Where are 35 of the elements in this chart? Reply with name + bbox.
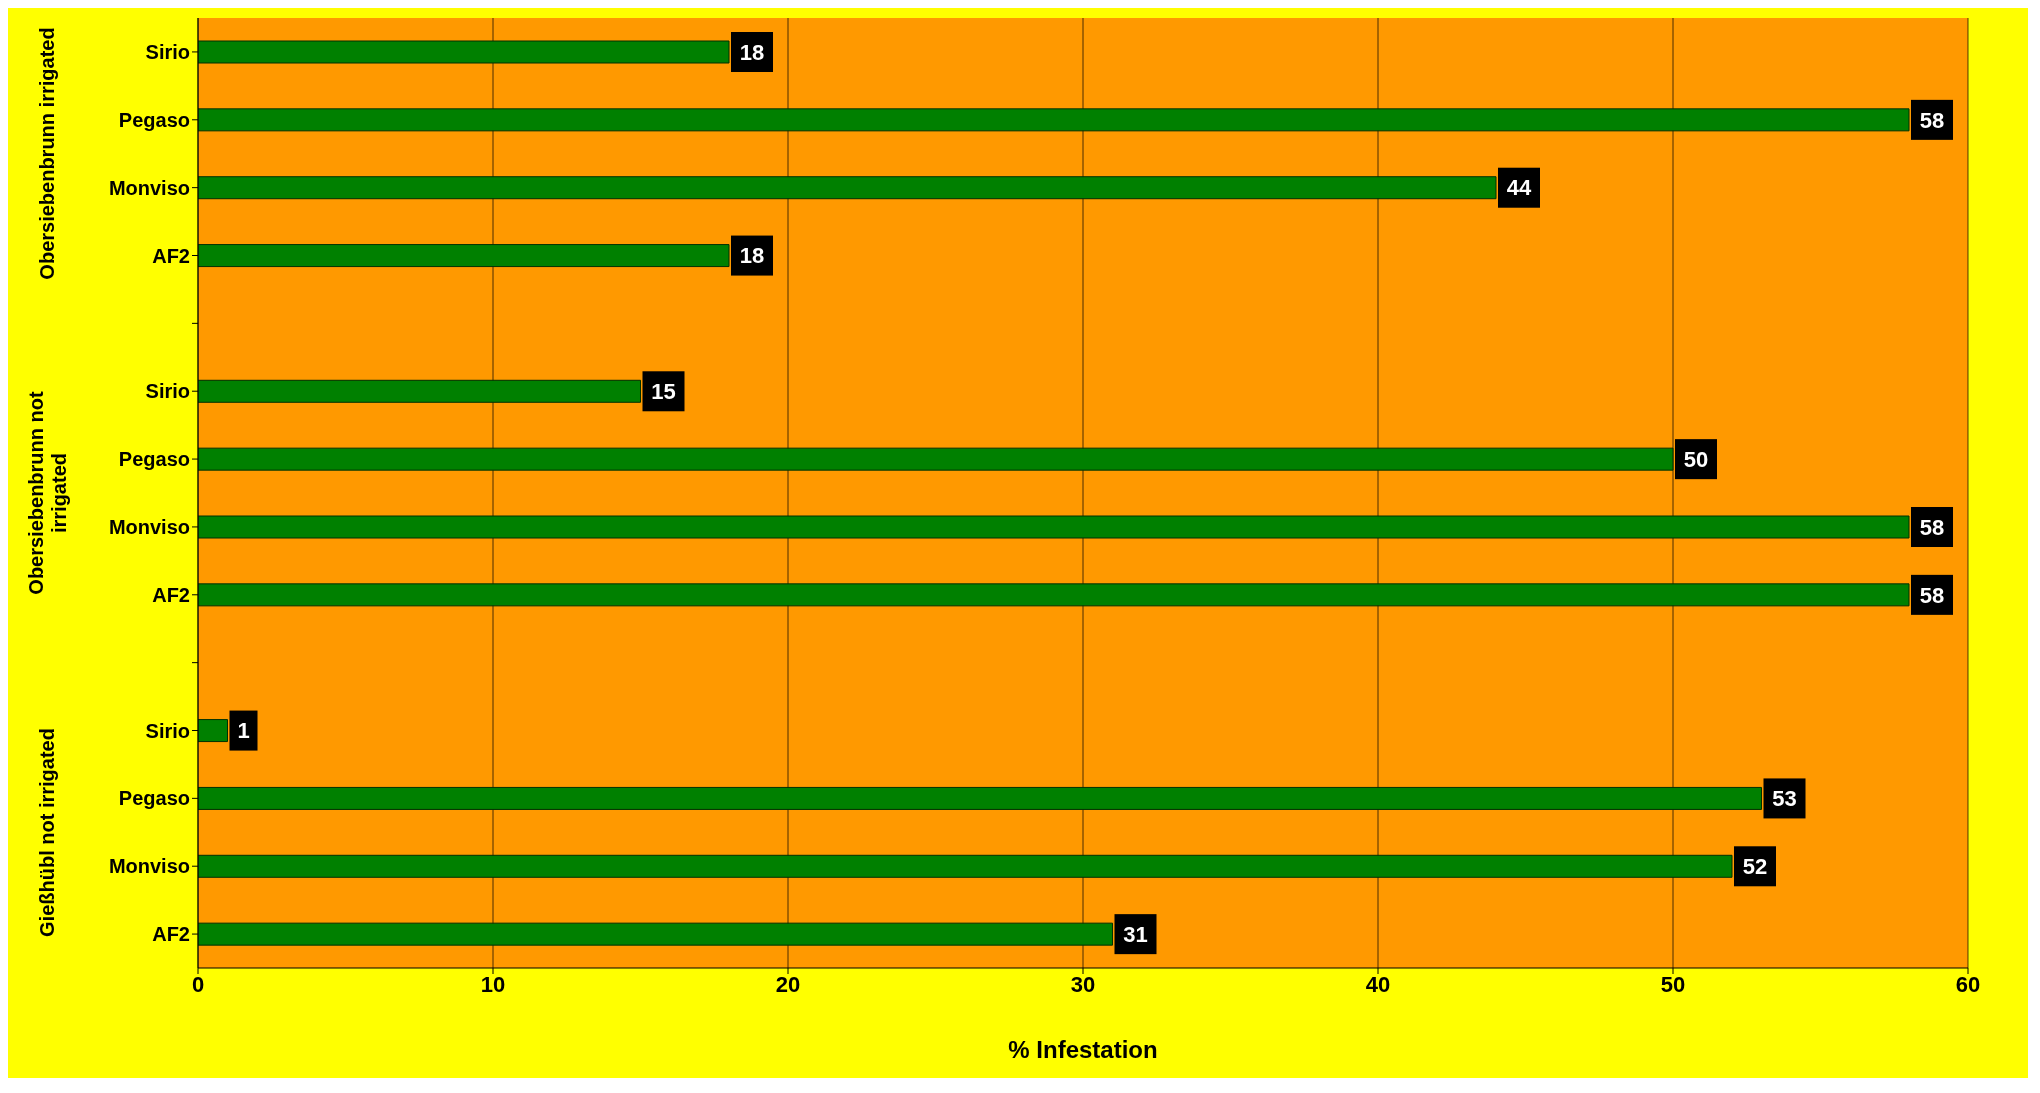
x-axis-title: % Infestation — [1008, 1036, 1158, 1063]
data-label: 58 — [1919, 107, 1945, 133]
x-tick-label: 10 — [480, 971, 506, 997]
data-label: 18 — [739, 243, 765, 269]
x-tick-label: 30 — [1070, 971, 1096, 997]
y-tick-label: Sirio — [145, 380, 190, 403]
text: Obersiebenbrunn not irrigated — [25, 390, 71, 597]
y-tick-label: AF2 — [152, 244, 190, 267]
data-label: 58 — [1919, 582, 1945, 608]
y-tick-label: Monviso — [108, 855, 190, 878]
text: Obersiebenbrunn irrigated — [36, 26, 60, 282]
text: Gießhübl not irrigated — [36, 726, 60, 939]
data-label: 52 — [1742, 853, 1768, 879]
y-tick-label: AF2 — [152, 583, 190, 606]
data-label: 1 — [237, 718, 250, 744]
x-tick-label: 40 — [1365, 971, 1391, 997]
data-label: 50 — [1683, 446, 1709, 472]
data-label: 15 — [651, 378, 676, 404]
data-label: 31 — [1123, 921, 1148, 947]
y-tick-label: AF2 — [152, 923, 190, 946]
data-label: 44 — [1506, 175, 1532, 201]
y-tick-label: Pegaso — [118, 448, 190, 471]
x-tick-label: 20 — [775, 971, 801, 997]
data-label: 18 — [739, 39, 765, 65]
y-tick-label: Sirio — [145, 41, 190, 64]
y-tick-label: Monviso — [108, 516, 190, 539]
data-label: 58 — [1919, 514, 1945, 540]
x-tick-label: 0 — [191, 971, 205, 997]
data-label: 53 — [1772, 786, 1797, 812]
y-tick-label: Pegaso — [118, 787, 190, 810]
y-tick-label: Pegaso — [118, 108, 190, 131]
y-tick-label: Sirio — [145, 719, 190, 742]
x-tick-label: 60 — [1955, 971, 1981, 997]
x-tick-label: 50 — [1660, 971, 1686, 997]
y-tick-label: Monviso — [108, 176, 190, 199]
